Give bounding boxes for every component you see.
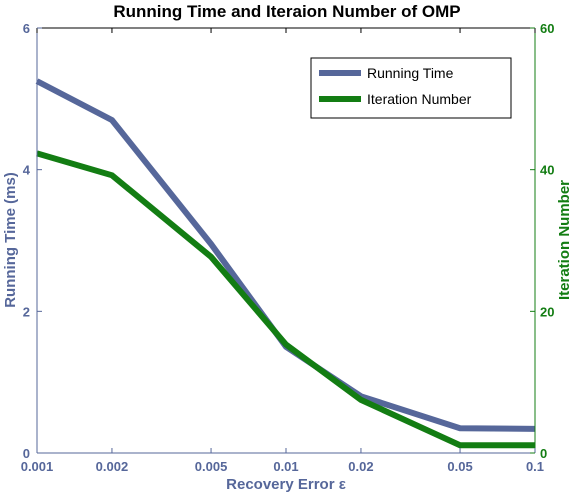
x-tick-label: 0.1	[526, 459, 544, 474]
right-y-tick-label: 60	[540, 21, 554, 36]
x-tick-label: 0.02	[348, 459, 373, 474]
x-tick-label: 0.005	[195, 459, 228, 474]
left-y-tick-label: 4	[23, 163, 31, 178]
x-tick-label: 0.05	[447, 459, 472, 474]
ticks-layer: 0.001 0.002 0.005 0.01 0.02 0.05 0.10246020406…	[21, 21, 555, 474]
left-y-tick-label: 0	[23, 446, 30, 461]
chart-title: Running Time and Iteraion Number of OMP	[113, 2, 460, 21]
legend: Running Time Iteration Number	[310, 57, 512, 119]
x-axis-label: Recovery Error ε	[226, 476, 346, 493]
series-layer	[35, 78, 536, 449]
legend-box	[310, 57, 512, 119]
right-y-axis-label: Iteration Number	[556, 180, 573, 300]
left-y-tick-label: 6	[23, 21, 30, 36]
series-line-iteration-number	[36, 150, 535, 449]
left-y-axis-label: Running Time (ms)	[2, 172, 19, 308]
right-y-tick-label: 20	[540, 304, 554, 319]
x-tick-label: 0.002	[96, 459, 129, 474]
left-y-tick-label: 2	[23, 304, 30, 319]
right-y-tick-label: 40	[540, 163, 554, 178]
x-tick-label: 0.01	[273, 459, 298, 474]
legend-label-iteration-number: Iteration Number	[367, 91, 472, 107]
x-tick-label: 0.001	[21, 459, 54, 474]
legend-label-running-time: Running Time	[367, 65, 454, 81]
right-y-tick-label: 0	[540, 446, 547, 461]
